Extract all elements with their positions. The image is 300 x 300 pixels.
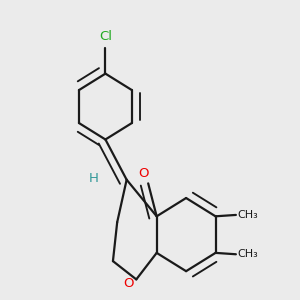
Text: O: O: [139, 167, 149, 180]
Text: H: H: [88, 172, 98, 185]
Text: CH₃: CH₃: [238, 249, 258, 259]
Text: Cl: Cl: [99, 29, 112, 43]
Text: O: O: [123, 278, 134, 290]
Text: CH₃: CH₃: [238, 210, 258, 220]
